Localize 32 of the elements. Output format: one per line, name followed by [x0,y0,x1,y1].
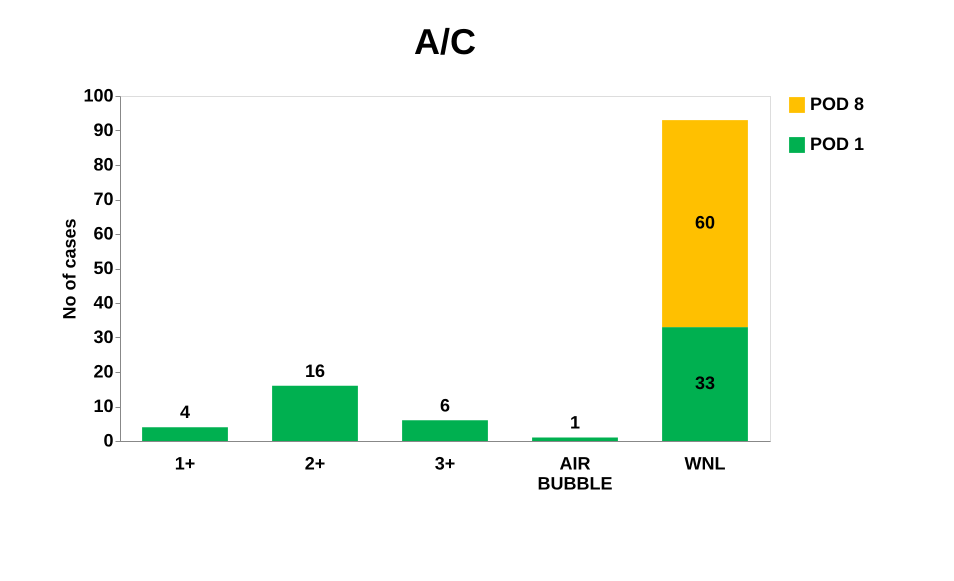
legend-label: POD 1 [810,134,864,154]
data-label: 16 [304,360,326,381]
legend-label: POD 8 [810,94,864,114]
y-tick-label: 20 [93,362,114,382]
x-tick-label: WNL [684,454,726,474]
bar [142,427,228,441]
x-tick-label: 3+ [434,454,456,474]
y-tick-label: 90 [93,120,114,140]
data-label: 1 [570,412,580,433]
bar [402,420,488,441]
bar [272,386,358,441]
bar [662,327,748,441]
y-axis-title: No of cases [59,218,80,320]
bar [532,438,618,441]
y-tick-label: 40 [93,292,114,312]
y-tick-label: 0 [103,430,114,450]
y-tick-label: 70 [93,189,114,209]
y-tick-label: 30 [93,327,114,347]
data-label: 6 [440,395,450,416]
data-label: 33 [694,373,716,394]
chart-title: A/C [414,21,476,62]
y-tick-label: 100 [83,86,114,106]
bar [662,120,748,328]
x-tick-label: 2+ [304,454,326,474]
x-tick-label: AIR BUBBLE [538,454,612,494]
data-label: 60 [694,212,716,233]
x-tick-label: 1+ [174,454,196,474]
y-tick-label: 60 [93,224,114,244]
y-tick-label: 10 [93,396,114,416]
y-tick-label: 50 [93,258,114,278]
y-tick-label: 80 [93,154,114,174]
data-label: 4 [180,402,190,422]
